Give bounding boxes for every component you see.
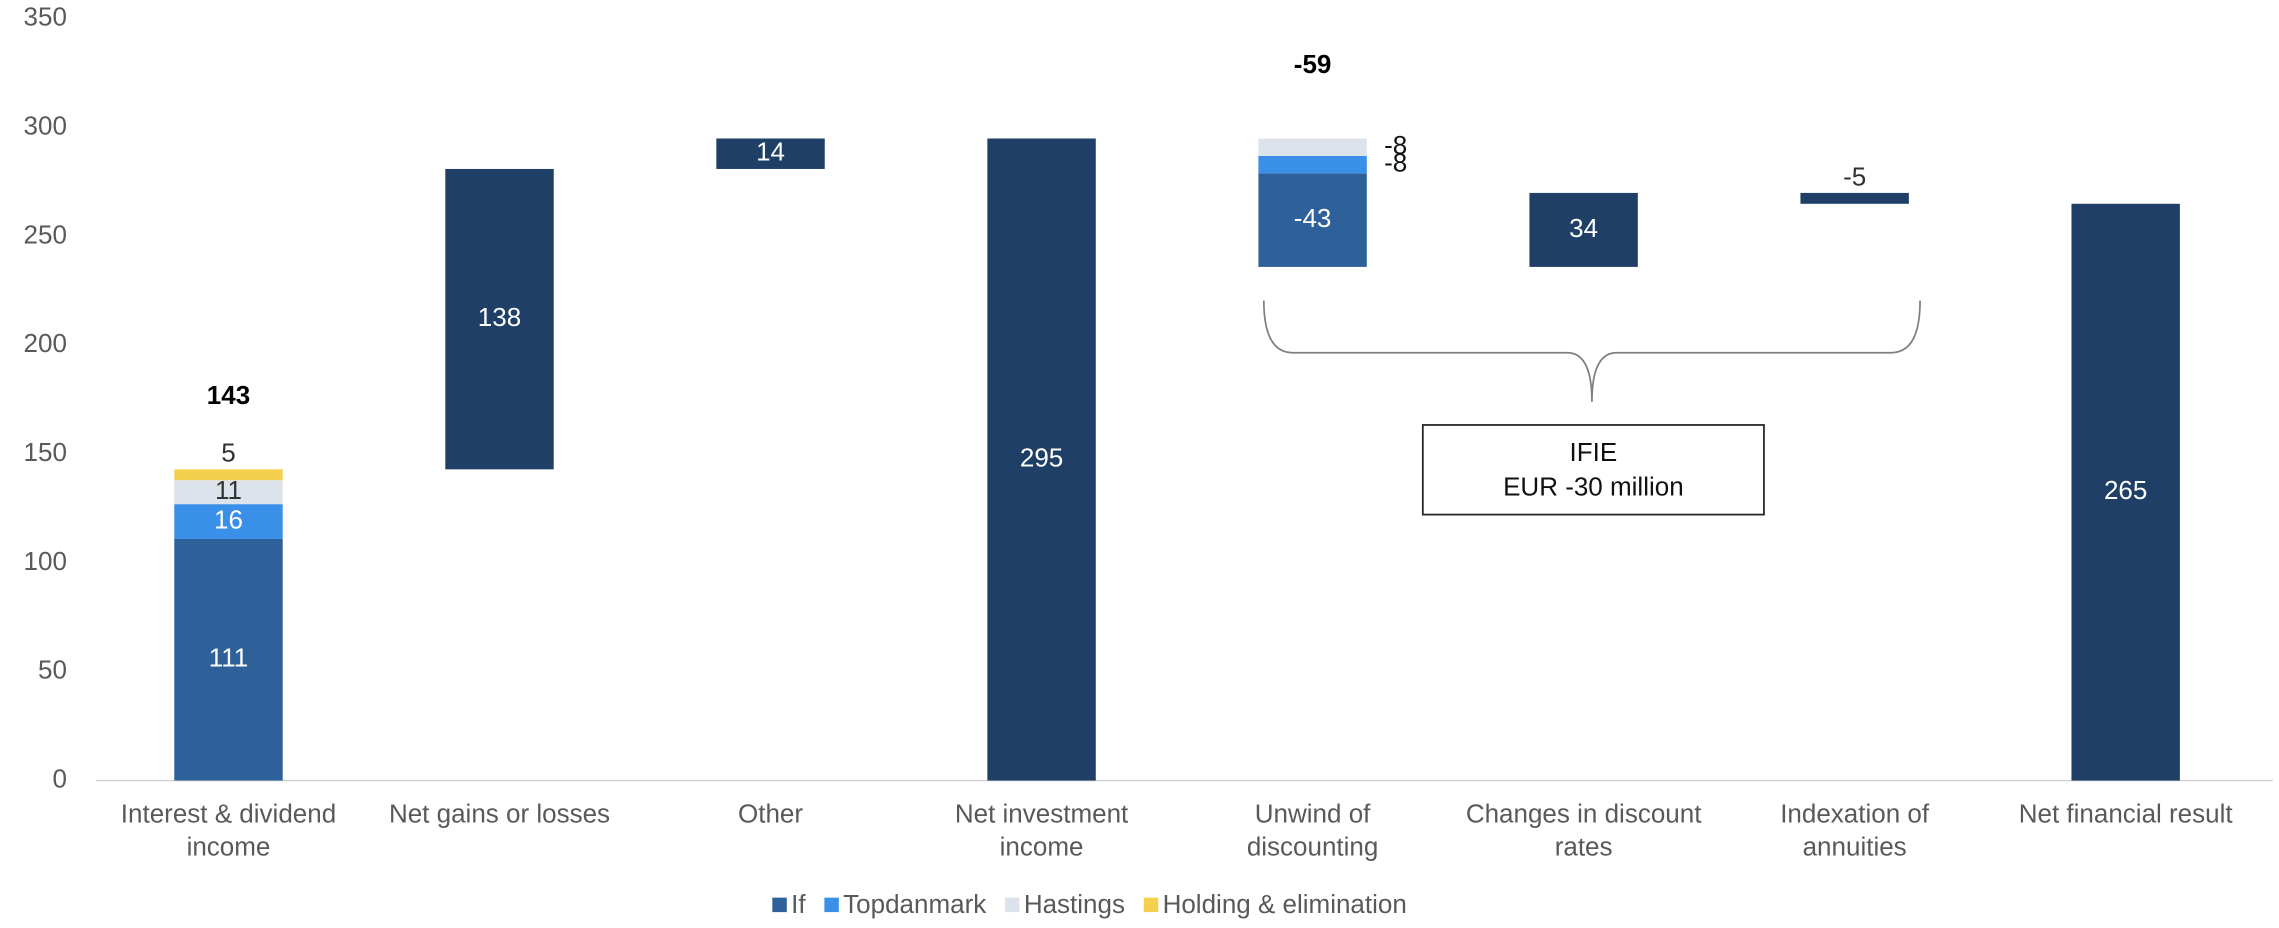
- legend-label: Topdanmark: [843, 889, 987, 919]
- data-label: -5: [1843, 161, 1866, 191]
- bar-segment: [716, 138, 825, 169]
- data-label: 16: [214, 504, 243, 534]
- data-label: 5: [221, 438, 235, 468]
- data-label: 14: [756, 137, 785, 167]
- bar-segment: [1529, 192, 1638, 267]
- data-label: -43: [1294, 203, 1332, 233]
- x-tick-label: Net financial result: [2019, 798, 2234, 828]
- y-tick-label: 50: [38, 655, 67, 685]
- bar-segment: [174, 504, 283, 539]
- x-tick-label: Net investment income: [955, 798, 1129, 861]
- data-label: -8: [1384, 147, 1407, 177]
- y-tick-label: 250: [24, 219, 67, 249]
- x-tick-label: Interest & dividend income: [121, 798, 336, 861]
- data-label: 34: [1569, 213, 1598, 243]
- bar-segment: [987, 138, 1096, 781]
- bar-segment: [2071, 203, 2180, 781]
- annotation-box: [1421, 424, 1765, 516]
- legend-swatch: [772, 897, 787, 913]
- legend-swatch: [1143, 897, 1159, 913]
- y-tick-label: 0: [52, 763, 66, 793]
- x-tick-label: Net gains or losses: [389, 798, 610, 828]
- data-label: 295: [1020, 442, 1063, 472]
- data-label: 111: [209, 643, 249, 673]
- legend-swatch: [824, 897, 839, 913]
- x-tick-label: Other: [738, 798, 803, 828]
- stack-total-label: 143: [207, 380, 250, 410]
- y-tick-label: 200: [24, 328, 67, 358]
- y-tick-label: 100: [24, 546, 67, 576]
- bar-segment: [1258, 173, 1367, 267]
- y-tick-label: 150: [24, 437, 67, 467]
- annotation-line: EUR -30 million: [1503, 471, 1684, 501]
- bar-segment: [174, 469, 283, 481]
- bar-segment: [174, 538, 283, 781]
- x-tick-label: Changes in discount rates: [1466, 798, 1702, 861]
- annotation-line: IFIE: [1570, 437, 1618, 467]
- data-label: 265: [2104, 475, 2147, 505]
- y-tick-label: 300: [24, 110, 67, 140]
- legend-label: Hastings: [1024, 889, 1125, 919]
- bar-segment: [1258, 155, 1367, 174]
- bar-segment: [1258, 138, 1367, 156]
- brace: [1262, 300, 1921, 402]
- x-tick-label: Indexation of annuities: [1780, 798, 1930, 861]
- bar-segment: [445, 168, 554, 470]
- legend-swatch: [1005, 897, 1020, 913]
- y-tick-label: 350: [24, 2, 67, 32]
- legend-label: Holding & elimination: [1163, 889, 1407, 919]
- bar-segment: [174, 480, 283, 505]
- legend-label: If: [791, 889, 806, 919]
- data-label: 138: [478, 302, 521, 332]
- data-label: -8: [1384, 130, 1407, 160]
- stack-total-label: -59: [1294, 49, 1332, 79]
- bar-segment: [1800, 192, 1909, 204]
- x-tick-label: Unwind of discounting: [1247, 798, 1379, 861]
